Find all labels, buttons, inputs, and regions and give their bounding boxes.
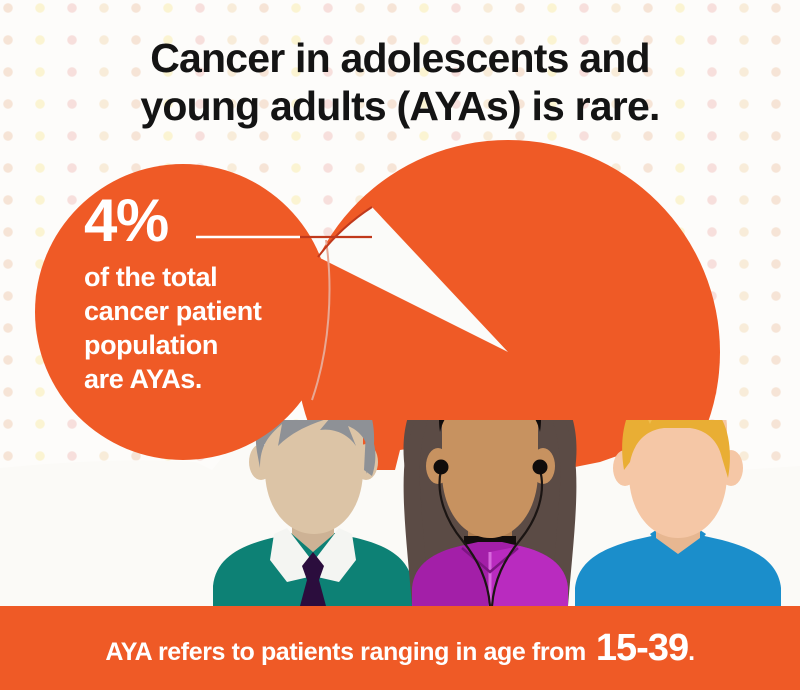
person-right xyxy=(575,420,781,606)
callout-line-1: of the total xyxy=(84,262,218,292)
left-tie xyxy=(302,552,324,580)
callout-circle-outline-arc xyxy=(311,239,331,401)
callout-percentage: 4% xyxy=(84,187,169,254)
left-head xyxy=(265,420,363,534)
footer-period: . xyxy=(688,637,695,666)
center-hair-strand-right xyxy=(552,420,577,606)
pie-wedge-outline xyxy=(317,206,373,258)
person-left xyxy=(213,420,413,606)
right-hair-swoop xyxy=(648,420,652,424)
left-collar xyxy=(270,528,356,582)
center-earbud-wire-left xyxy=(438,469,492,606)
left-hair-sideburn-right xyxy=(364,430,376,476)
person-center xyxy=(403,420,577,606)
center-hoodie-panel xyxy=(490,546,568,606)
center-hair-strand-left xyxy=(403,420,428,606)
center-earbud-wire-right xyxy=(490,469,544,606)
callout-text-block: 4% of the total cancer patient populatio… xyxy=(84,187,324,396)
footer-age-range: 15-39 xyxy=(595,626,689,669)
right-shirt xyxy=(575,535,781,606)
callout-line-2: cancer patient xyxy=(84,296,262,326)
right-head xyxy=(629,420,727,538)
callout-line-3: population xyxy=(84,330,218,360)
callout-description: of the total cancer patient population a… xyxy=(84,260,324,396)
pie-slice-aya-4 xyxy=(318,207,508,352)
center-face xyxy=(442,420,538,538)
footer-caption: AYA refers to patients ranging in age fr… xyxy=(105,626,695,670)
right-hair xyxy=(622,420,730,478)
center-earbud-left xyxy=(433,459,449,475)
footer-banner: AYA refers to patients ranging in age fr… xyxy=(0,606,800,690)
center-earbud-right xyxy=(532,459,548,475)
left-tie-body xyxy=(300,580,326,606)
callout-line-4: are AYAs. xyxy=(84,364,203,394)
leader-line-group xyxy=(196,206,373,401)
left-hair xyxy=(255,420,375,474)
footer-prefix: AYA refers to patients ranging in age fr… xyxy=(105,637,586,666)
